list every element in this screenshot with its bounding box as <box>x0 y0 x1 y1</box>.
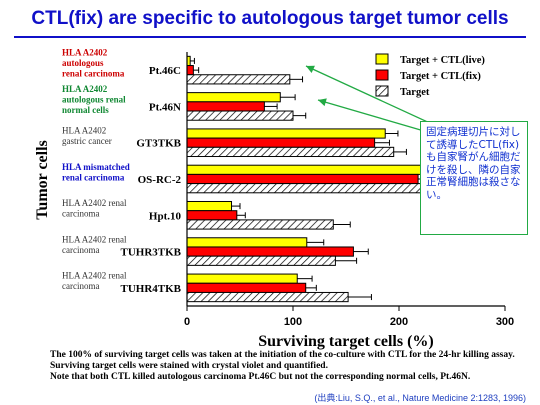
category-desc-3-1: HLA A2402 <box>62 125 106 135</box>
bar-2-1 <box>186 65 194 76</box>
category-desc-4-2: renal carcinoma <box>62 172 125 182</box>
bar-1-5 <box>186 200 233 212</box>
category-desc-2-2: autologous renal <box>62 94 126 104</box>
category-label-4: OS-RC-2 <box>138 174 182 186</box>
callout-arrow-1 <box>305 65 446 131</box>
category-label-2: Pt.46N <box>149 101 181 113</box>
bar-3-5 <box>186 219 334 230</box>
legend-label-1: Target + CTL(live) <box>400 55 485 66</box>
bar-2-2 <box>186 101 265 112</box>
category-desc-3-2: gastric cancer <box>62 136 112 146</box>
bar-3-2 <box>186 110 294 121</box>
x-tick-label-4: 300 <box>496 316 514 328</box>
x-tick-label-2: 100 <box>284 316 302 328</box>
bar-1-4 <box>186 164 430 175</box>
bar-2-5 <box>186 210 238 221</box>
category-label-7: TUHR4TKB <box>120 283 181 295</box>
title-underline <box>14 36 526 38</box>
bar-2-7 <box>186 282 307 293</box>
slide-title: CTL(fix) are specific to autologous targ… <box>31 8 509 29</box>
legend-label-3: Target <box>400 87 430 98</box>
category-desc-7-1: HLA A2402 renal <box>62 271 127 281</box>
category-desc-1-2: autologous <box>62 58 104 68</box>
category-desc-5-1: HLA A2402 renal <box>62 198 127 208</box>
category-label-5: Hpt.10 <box>149 210 182 222</box>
category-label-1: Pt.46C <box>149 65 181 77</box>
category-desc-6-2: carcinoma <box>62 245 99 255</box>
category-desc-5-2: carcinoma <box>62 209 99 219</box>
bar-1-6 <box>186 237 308 248</box>
legend-swatch-2 <box>375 69 389 81</box>
category-label-6: TUHR3TKB <box>120 247 181 259</box>
bar-3-4 <box>186 183 437 194</box>
category-desc-2-1: HLA A2402 <box>62 84 108 94</box>
bar-1-7 <box>186 273 298 284</box>
legend-swatch-1 <box>375 53 389 65</box>
bar-2-6 <box>186 246 354 257</box>
legend-label-2: Target + CTL(fix) <box>400 71 481 82</box>
citation: (出典:Liu, S.Q., et al., Nature Medicine 2… <box>314 393 526 403</box>
bar-1-2 <box>186 92 281 103</box>
bar-3-6 <box>186 255 336 266</box>
callout-note: 固定病理切片に対して誘導したCTL(fix)も自家腎がん細胞だけを殺し、隣の自家… <box>420 121 528 235</box>
bar-3-3 <box>186 146 395 158</box>
bar-3-7 <box>186 291 349 303</box>
category-desc-2-3: normal cells <box>62 105 109 115</box>
footnote-3: Note that both CTL killed autologous car… <box>50 372 471 382</box>
x-tick-label-3: 200 <box>390 316 408 328</box>
bar-1-3 <box>186 128 386 139</box>
category-desc-7-2: carcinoma <box>62 281 99 291</box>
y-axis-title: Tumor cells <box>34 140 51 220</box>
x-tick-label-1: 0 <box>184 316 190 328</box>
callout-arrowhead-2 <box>318 98 327 107</box>
footnote-1: The 100% of surviving target cells was t… <box>50 350 515 360</box>
x-axis-title: Surviving target cells (%) <box>258 333 434 350</box>
category-desc-6-1: HLA A2402 renal <box>62 234 127 244</box>
category-label-3: GT3TKB <box>136 138 181 150</box>
category-desc-1-3: renal carcinoma <box>62 69 125 79</box>
category-desc-1-1: HLA A2402 <box>62 48 108 58</box>
bar-2-3 <box>186 137 376 148</box>
bar-2-4 <box>186 173 419 185</box>
bar-3-1 <box>186 74 291 85</box>
callout-arrowhead-1 <box>306 65 315 73</box>
category-desc-4-1: HLA mismatched <box>62 162 130 172</box>
footnote-2: Surviving target cells were stained with… <box>50 361 328 371</box>
legend-swatch-3 <box>375 85 389 97</box>
